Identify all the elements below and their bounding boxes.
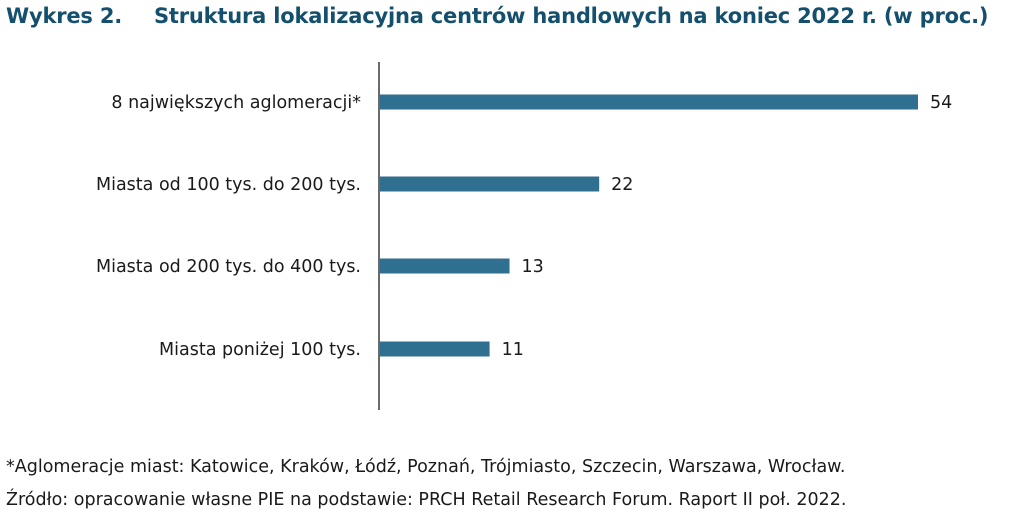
bar-chart: 8 największych aglomeracji* 54 Miasta od 1… [96, 62, 952, 410]
value-label: 54 [930, 93, 952, 113]
chart-title-text: Struktura lokalizacyjna centrów handlowy… [154, 4, 989, 28]
chart-number: Wykres 2. [6, 4, 123, 28]
bar [380, 258, 510, 274]
value-label: 22 [611, 175, 633, 195]
value-label: 13 [522, 257, 544, 277]
bar [380, 341, 490, 357]
value-label: 11 [502, 340, 524, 360]
chart-title: Wykres 2. Struktura lokalizacyjna centrów… [6, 4, 988, 28]
bar [380, 176, 600, 192]
bar [380, 94, 918, 110]
category-label: Miasta poniżej 100 tys. [159, 340, 361, 360]
source-note: Źródło: opracowanie własne PIE na podsta… [6, 490, 847, 510]
category-label: 8 największych aglomeracji* [111, 93, 361, 113]
footnote-agglomerations: *Aglomeracje miast: Katowice, Kraków, Łó… [6, 457, 846, 477]
category-label: Miasta od 200 tys. do 400 tys. [96, 257, 361, 277]
category-label: Miasta od 100 tys. do 200 tys. [96, 175, 361, 195]
